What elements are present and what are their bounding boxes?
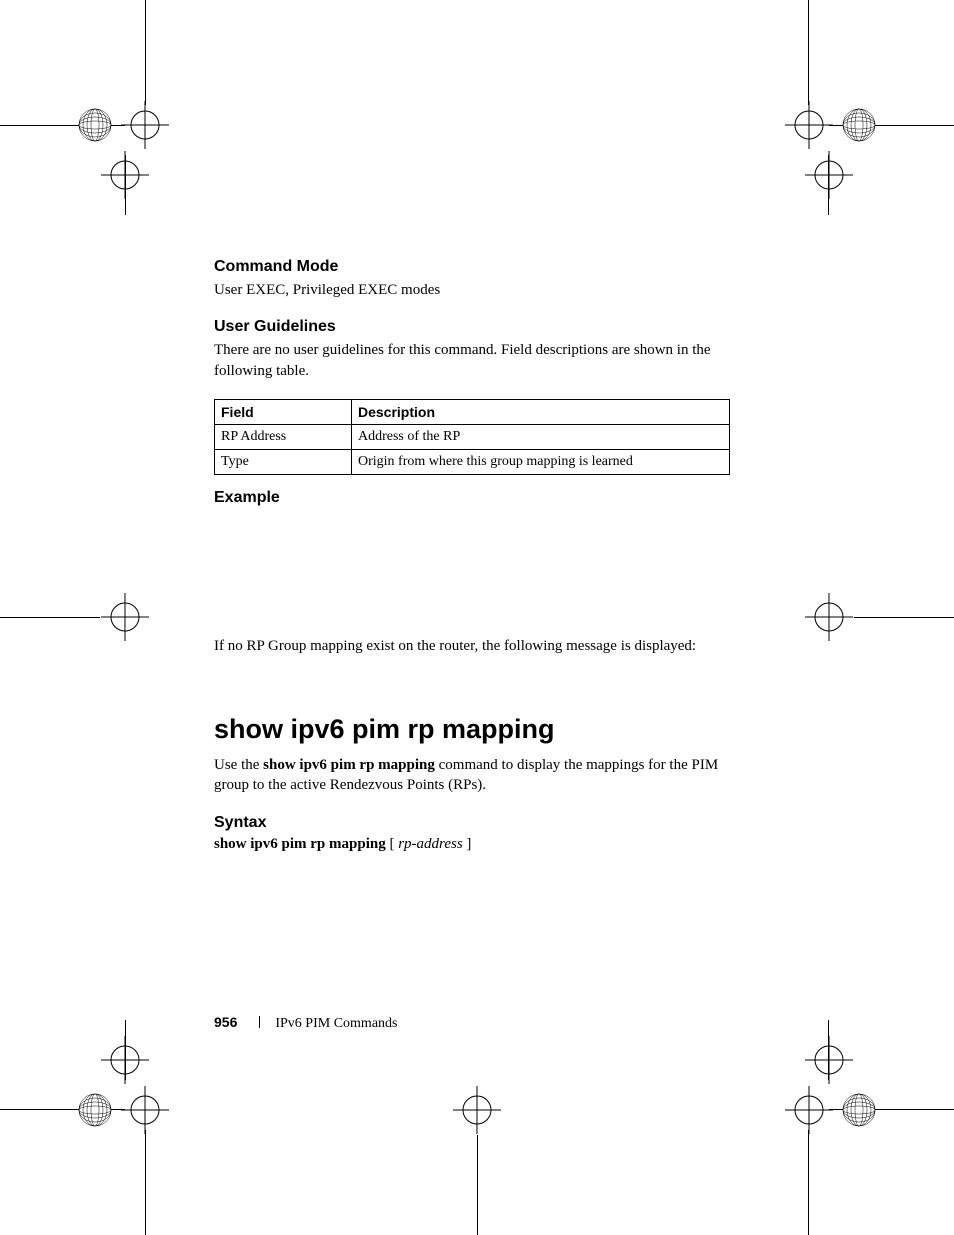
crop-line — [828, 155, 829, 215]
chapter-title: IPv6 PIM Commands — [275, 1016, 397, 1031]
syntax-bracket: [ — [386, 836, 399, 852]
heading-syntax: Syntax — [214, 814, 730, 832]
table-cell-field: RP Address — [215, 424, 352, 449]
text-command-mode: User EXEC, Privileged EXEC modes — [214, 280, 730, 300]
crop-line — [145, 1130, 146, 1235]
crop-line — [125, 1020, 126, 1080]
page-footer: 956 IPv6 PIM Commands — [214, 1014, 397, 1032]
crop-line — [829, 1109, 954, 1110]
table-header-description: Description — [352, 399, 730, 424]
table-row: RP Address Address of the RP — [215, 424, 730, 449]
example-placeholder — [214, 511, 730, 636]
page-number: 956 — [214, 1014, 237, 1030]
table-cell-field: Type — [215, 449, 352, 474]
register-mark-icon — [799, 145, 859, 205]
syntax-arg: rp-address — [398, 836, 462, 852]
crop-line — [828, 1020, 829, 1080]
table-header-field: Field — [215, 399, 352, 424]
register-ball-icon — [829, 1080, 889, 1140]
syntax-line: show ipv6 pim rp mapping [ rp-address ] — [214, 836, 730, 853]
register-mark-icon — [799, 1030, 859, 1090]
heading-command-mode: Command Mode — [214, 258, 730, 276]
table-cell-desc: Origin from where this group mapping is … — [352, 449, 730, 474]
field-description-table: Field Description RP Address Address of … — [214, 399, 730, 475]
page-content: Command Mode User EXEC, Privileged EXEC … — [214, 258, 730, 853]
crop-line — [0, 1109, 125, 1110]
crop-line — [145, 0, 146, 105]
footer-separator — [259, 1016, 260, 1028]
register-mark-icon — [799, 587, 859, 647]
text-bold-command: show ipv6 pim rp mapping — [263, 757, 435, 773]
heading-user-guidelines: User Guidelines — [214, 318, 730, 336]
crop-line — [808, 0, 809, 105]
crop-line — [477, 1135, 478, 1235]
register-mark-icon — [779, 1080, 839, 1140]
crop-line — [808, 1130, 809, 1235]
spacer — [214, 674, 730, 714]
crop-line — [0, 125, 125, 126]
crop-line — [0, 617, 100, 618]
crop-line — [854, 617, 954, 618]
register-ball-icon — [65, 1080, 125, 1140]
table-header-row: Field Description — [215, 399, 730, 424]
register-mark-icon — [447, 1080, 507, 1140]
table-row: Type Origin from where this group mappin… — [215, 449, 730, 474]
syntax-bracket: ] — [463, 836, 472, 852]
crop-line — [829, 125, 954, 126]
register-mark-icon — [95, 587, 155, 647]
table-cell-desc: Address of the RP — [352, 424, 730, 449]
text-no-rp-mapping: If no RP Group mapping exist on the rout… — [214, 636, 730, 656]
page: Command Mode User EXEC, Privileged EXEC … — [0, 0, 954, 1235]
text-fragment: Use the — [214, 757, 263, 773]
heading-show-ipv6-pim-rp-mapping: show ipv6 pim rp mapping — [214, 714, 730, 745]
syntax-command: show ipv6 pim rp mapping — [214, 836, 386, 852]
text-user-guidelines: There are no user guidelines for this co… — [214, 340, 730, 381]
text-show-desc: Use the show ipv6 pim rp mapping command… — [214, 755, 730, 796]
crop-line — [125, 155, 126, 215]
heading-example: Example — [214, 489, 730, 507]
